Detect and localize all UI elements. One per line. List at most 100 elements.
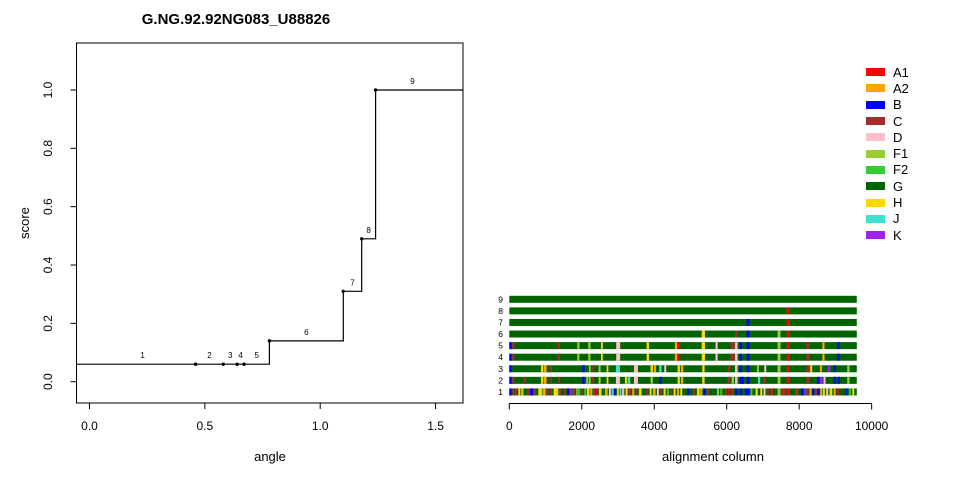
alignment-stripe-C — [766, 388, 769, 396]
alignment-row-base — [509, 318, 857, 326]
alignment-stripe-B — [509, 376, 512, 384]
alignment-stripe-B — [845, 388, 848, 396]
alignment-stripe-H — [553, 388, 559, 396]
alignment-stripe-A2 — [822, 353, 825, 361]
legend-swatch-G — [866, 182, 885, 191]
alignment-stripe-C — [512, 376, 515, 384]
alignment-stripe-A2 — [674, 342, 678, 350]
alignment-stripe-A2 — [680, 376, 684, 384]
y-tick-label: 0.0 — [41, 373, 55, 390]
alignment-stripe-H — [518, 388, 521, 396]
legend-item-G: G — [866, 178, 909, 194]
alignment-stripe-C — [806, 376, 810, 384]
alignment-stripe-B — [833, 376, 836, 384]
alignment-stripe-B — [739, 365, 742, 373]
legend-swatch-J — [866, 214, 885, 223]
legend-swatch-F1 — [866, 149, 885, 158]
alignment-stripe-C — [514, 388, 517, 396]
alignment-stripe-B — [739, 353, 742, 361]
alignment-stripe-A2 — [632, 388, 635, 396]
alignment-stripe-A2 — [543, 376, 547, 384]
alignment-stripe-A1 — [786, 376, 790, 384]
alignment-stripe-B — [739, 376, 744, 384]
alignment-stripe-A1 — [786, 353, 790, 361]
alignment-stripe-F1 — [716, 388, 719, 396]
alignment-stripe-H — [673, 388, 676, 396]
segment-label: 2 — [207, 351, 212, 360]
alignment-stripe-D — [616, 353, 621, 361]
alignment-stripe-A1 — [786, 388, 790, 396]
alignment-stripe-F1 — [588, 365, 591, 373]
data-point — [373, 88, 378, 92]
legend-label-J: J — [893, 211, 900, 227]
alignment-stripe-H — [702, 365, 705, 373]
legend-swatch-A2 — [866, 84, 885, 93]
data-point — [193, 362, 198, 366]
y-tick-label: 0.4 — [41, 256, 55, 273]
alignment-stripe-A1 — [595, 388, 598, 396]
alignment-stripe-A1 — [728, 388, 731, 396]
alignment-stripe-A1 — [786, 318, 790, 326]
alignment-stripe-C — [557, 353, 560, 361]
alignment-stripe-J — [619, 388, 622, 396]
alignment-stripe-A2 — [520, 388, 524, 396]
alignment-stripe-A1 — [786, 365, 790, 373]
x-tick-label: 8000 — [786, 419, 813, 433]
alignment-stripe-A2 — [543, 365, 547, 373]
row-label: 8 — [498, 306, 503, 316]
alignment-stripe-C — [806, 353, 810, 361]
legend-item-A2: A2 — [866, 80, 909, 96]
alignment-stripe-A2 — [652, 388, 656, 396]
alignment-stripe-B — [816, 376, 820, 384]
alignment-stripe-F1 — [576, 388, 578, 396]
row-label: 7 — [498, 317, 503, 327]
legend-item-A1: A1 — [866, 64, 909, 80]
alignment-stripe-K — [820, 376, 823, 384]
alignment-stripe-B — [746, 330, 750, 338]
alignment-stripe-D — [764, 365, 767, 373]
alignment-stripe-H — [822, 388, 825, 396]
x-tick-label: 0 — [506, 419, 513, 433]
legend-swatch-K — [866, 231, 885, 240]
alignment-stripe-C — [557, 342, 560, 350]
alignment-stripe-J — [659, 365, 662, 373]
alignment-stripe-D — [763, 388, 766, 396]
alignment-stripe-H — [540, 376, 544, 384]
alignment-stripe-D — [633, 365, 638, 373]
alignment-stripe-B — [833, 365, 836, 373]
legend-label-B: B — [893, 97, 902, 113]
legend-label-C: C — [893, 113, 903, 129]
alignment-stripe-H — [646, 342, 649, 350]
alignment-stripe-B — [746, 342, 750, 350]
segment-label: 3 — [228, 351, 233, 360]
x-tick-label: 1.5 — [427, 419, 444, 433]
alignment-stripe-F2 — [578, 388, 581, 396]
alignment-stripe-A2 — [680, 365, 684, 373]
alignment-stripe-C — [730, 353, 735, 361]
alignment-stripe-H — [649, 388, 652, 396]
alignment-stripe-C — [523, 376, 526, 384]
alignment-stripe-J — [611, 388, 614, 396]
alignment-stripe-B — [744, 388, 750, 396]
alignment-stripe-B — [746, 318, 750, 326]
alignment-stripe-D — [735, 365, 738, 373]
alignment-stripe-C — [735, 330, 738, 338]
alignment-stripe-A2 — [819, 365, 822, 373]
x-tick-label: 2000 — [568, 419, 595, 433]
alignment-stripe-C — [546, 388, 549, 396]
alignment-stripe-B — [800, 388, 804, 396]
data-point — [221, 362, 226, 366]
alignment-stripe-F1 — [598, 376, 601, 384]
alignment-stripe-H — [625, 388, 628, 396]
row-label: 2 — [498, 375, 503, 385]
alignment-stripe-H — [755, 388, 758, 396]
alignment-stripe-J — [627, 376, 631, 384]
alignment-stripe-A1 — [836, 388, 839, 396]
alignment-stripe-F1 — [777, 376, 781, 384]
alignment-stripe-C — [592, 388, 595, 396]
alignment-stripe-C — [549, 388, 552, 396]
alignment-stripe-D — [622, 388, 625, 396]
alignment-stripe-B — [509, 353, 512, 361]
plot-box — [76, 42, 464, 404]
alignment-stripe-A2 — [700, 388, 703, 396]
